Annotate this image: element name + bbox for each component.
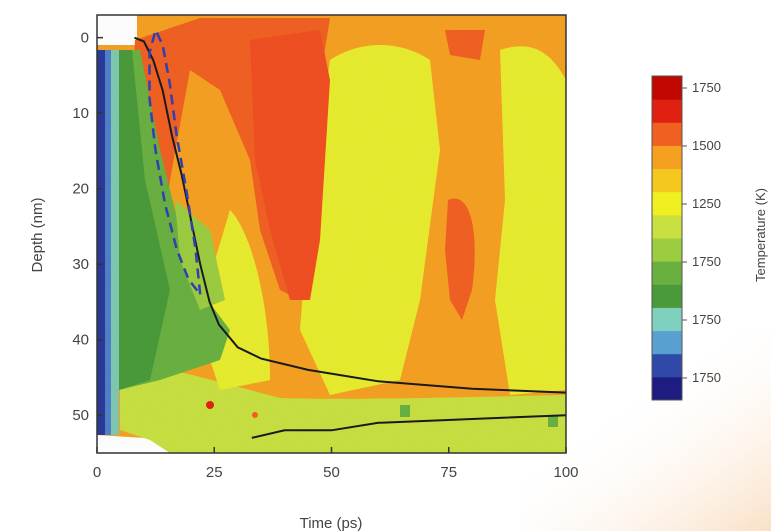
y-tick-label: 10: [72, 105, 89, 122]
colorbar-tick-label: 1750: [692, 312, 721, 327]
colorbar-swatch: [652, 76, 682, 100]
colorbar-swatch: [652, 261, 682, 285]
colorbar-swatch: [652, 191, 682, 216]
y-tick-label: 50: [72, 407, 89, 424]
colorbar-swatch: [652, 238, 682, 262]
x-tick-label: 25: [206, 464, 223, 481]
x-tick-label: 100: [553, 464, 578, 481]
colorbar-swatch: [652, 214, 682, 239]
colorbar-tick-label: 1500: [692, 138, 721, 153]
colorbar-swatch: [652, 99, 682, 123]
y-tick-label: 30: [72, 256, 89, 273]
y-tick-label: 0: [81, 30, 89, 47]
y-tick-label: 20: [72, 181, 89, 198]
colorbar: [651, 75, 683, 401]
colorbar-swatch: [652, 330, 682, 355]
colorbar-tick-label: 1750: [692, 370, 721, 385]
colorbar-swatch: [652, 284, 682, 308]
colorbar-tick-labels: 1750 1500 1250 1750 1750 1750: [682, 80, 721, 385]
solid-liquid-boundary-line: [134, 36, 567, 394]
colorbar-frame: [651, 75, 683, 401]
colorbar-swatch: [652, 145, 682, 170]
y-tick-label: 40: [72, 332, 89, 349]
y-axis-label: Depth (nm): [29, 197, 46, 272]
x-tick-label: 75: [440, 464, 457, 481]
colorbar-tick-label: 1750: [692, 80, 721, 95]
x-axis-label: Time (ps): [300, 515, 363, 531]
colorbar-swatch: [652, 168, 682, 193]
heatmap-field: [97, 15, 566, 453]
colorbar-swatch: [652, 376, 682, 401]
x-axis-ticks: 0 25 50 75 100: [93, 447, 579, 481]
colorbar-swatch: [652, 353, 682, 378]
y-axis-ticks: 0 10 20 30 40 50: [72, 30, 103, 424]
colorbar-tick-label: 1750: [692, 254, 721, 269]
colorbar-title: Temperature (K): [753, 188, 768, 282]
x-tick-label: 50: [323, 464, 340, 481]
colorbar-swatch: [652, 122, 682, 146]
lower-boundary-line: [251, 414, 567, 439]
colorbar-swatch: [652, 307, 682, 332]
shock-front-dashed-line: [148, 26, 202, 299]
x-tick-label: 0: [93, 464, 101, 481]
colorbar-tick-label: 1250: [692, 196, 721, 211]
